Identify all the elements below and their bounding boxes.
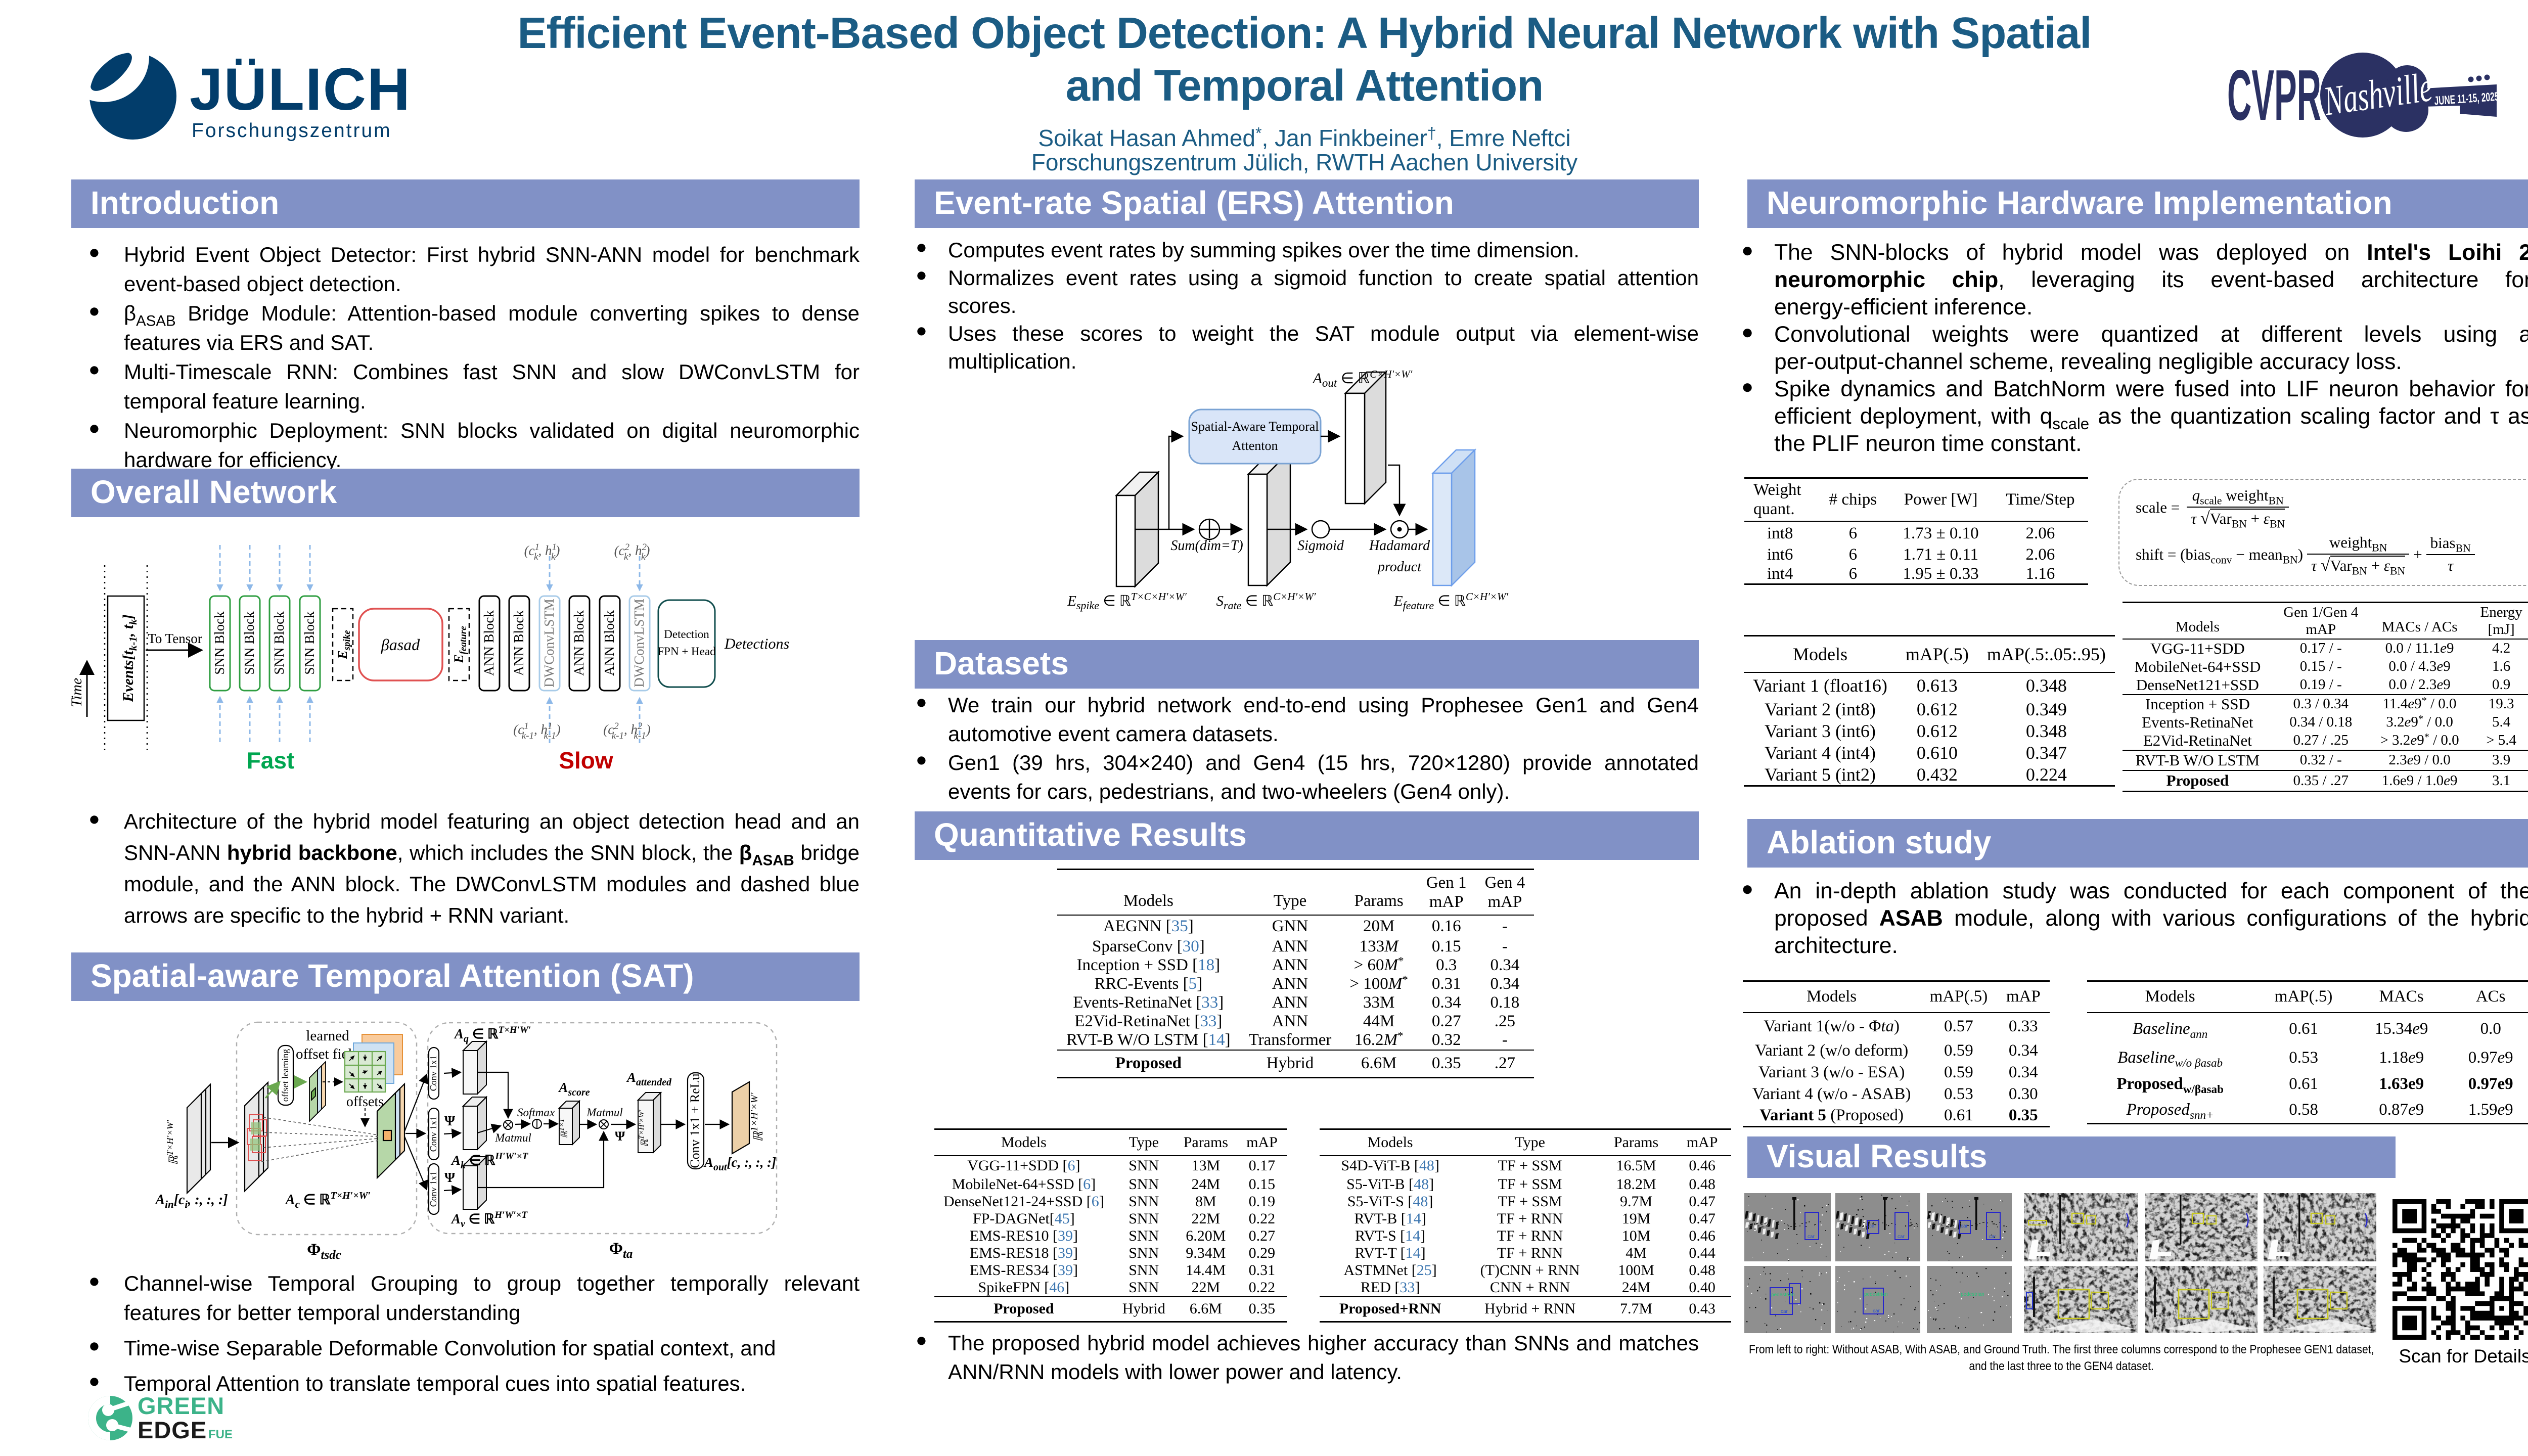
svg-text:Conv 1x1: Conv 1x1: [428, 1171, 438, 1207]
svg-text:βasad: βasad: [381, 635, 420, 654]
svg-text:Φtsdc: Φtsdc: [307, 1241, 341, 1262]
svg-text:ANN Block: ANN Block: [602, 610, 617, 676]
svg-text:car: car: [1961, 1223, 1968, 1229]
svg-text:FUE: FUE: [208, 1428, 233, 1441]
svg-text:ANN Block: ANN Block: [511, 610, 526, 676]
svg-text:Matmul: Matmul: [494, 1131, 531, 1144]
svg-text:Ψ: Ψ: [615, 1129, 625, 1144]
svg-text:Conv 1x1: Conv 1x1: [428, 1116, 438, 1152]
svg-text:Ak ∈ ℝH′W′×T: Ak ∈ ℝH′W′×T: [450, 1151, 529, 1171]
svg-text:Aout[c, :, :, :]: Aout[c, :, :, :]: [703, 1155, 776, 1173]
svg-text:car: car: [1989, 1234, 1997, 1240]
svg-text:car: car: [1869, 1223, 1877, 1229]
svg-text:CVPR: CVPR: [2227, 55, 2321, 135]
svg-text:Ψ: Ψ: [444, 1170, 455, 1185]
svg-text:Softmax: Softmax: [517, 1106, 555, 1119]
svg-text:Conv 1x1 + ReLu: Conv 1x1 + ReLu: [688, 1073, 702, 1168]
svg-text:Fast: Fast: [247, 747, 295, 774]
svg-text:Aout ∈ ℝC×H′×W′: Aout ∈ ℝC×H′×W′: [1312, 369, 1413, 389]
svg-text:EDGE: EDGE: [138, 1417, 207, 1443]
svg-text:Forschungszentrum: Forschungszentrum: [192, 120, 392, 142]
svg-text:product: product: [1377, 559, 1422, 575]
svg-text:Events[tk-1, tk]: Events[tk-1, tk]: [120, 614, 139, 703]
svg-text:DWConvLSTM: DWConvLSTM: [541, 599, 557, 688]
svg-text:Ain[ci, :, :, :]: Ain[ci, :, :, :]: [154, 1192, 228, 1210]
svg-text:learned: learned: [306, 1028, 349, 1044]
svg-text:To Tensor: To Tensor: [148, 631, 202, 646]
svg-text:Av ∈ ℝH′W′×T: Av ∈ ℝH′W′×T: [450, 1210, 528, 1230]
svg-text:Hadamard: Hadamard: [1369, 538, 1430, 554]
svg-text:Φta: Φta: [609, 1240, 633, 1261]
svg-text:offsets: offsets: [346, 1094, 384, 1110]
svg-text:ℝT×H′×W′: ℝT×H′×W′: [165, 1119, 180, 1165]
svg-text:(c2k, h2k): (c2 k, h2 k): [614, 542, 650, 562]
svg-text:Sigmoid: Sigmoid: [1297, 538, 1344, 554]
svg-text:ANN Block: ANN Block: [571, 610, 586, 676]
svg-text:ℝ1×H′×W′: ℝ1×H′×W′: [749, 1093, 765, 1142]
svg-text:Matmul: Matmul: [586, 1106, 623, 1119]
svg-text:offset learning: offset learning: [280, 1049, 290, 1102]
svg-text:Ψ: Ψ: [444, 1113, 455, 1128]
svg-text:Aq ∈ ℝT×H′W′: Aq ∈ ℝT×H′W′: [454, 1025, 531, 1044]
svg-text:Conv 1x1: Conv 1x1: [428, 1056, 438, 1091]
svg-text:car: car: [1808, 1234, 1815, 1240]
svg-text:DWConvLSTM: DWConvLSTM: [631, 599, 647, 688]
svg-text:(c2k-1, h2k-1): (c2 k-1, h2 k-1): [603, 721, 651, 741]
svg-text:JÜLICH: JÜLICH: [190, 56, 411, 123]
svg-text:Efeature ∈ ℝC×H′×W′: Efeature ∈ ℝC×H′×W′: [1393, 590, 1509, 612]
svg-text:pedestrian: pedestrian: [1771, 1292, 1795, 1298]
svg-text:Ascore: Ascore: [558, 1080, 590, 1098]
svg-text:car: car: [1781, 1309, 1788, 1314]
svg-text:(c1k-1, h1k-1): (c1 k-1, h1 k-1): [513, 721, 561, 741]
svg-text:Detection: Detection: [664, 628, 709, 641]
svg-text:car: car: [1898, 1234, 1905, 1240]
svg-text:Detections: Detections: [724, 635, 789, 652]
svg-text:Espike ∈ ℝT×C×H′×W′: Espike ∈ ℝT×C×H′×W′: [1067, 590, 1187, 612]
svg-text:pedestrian: pedestrian: [1864, 1292, 1888, 1297]
svg-text:SNN Block: SNN Block: [212, 611, 227, 675]
svg-text:Attenton: Attenton: [1232, 438, 1278, 453]
svg-text:Time: Time: [71, 678, 85, 707]
svg-text:SNN Block: SNN Block: [302, 611, 317, 675]
svg-text:SNN Block: SNN Block: [242, 611, 257, 675]
svg-text:Aattended: Aattended: [626, 1070, 672, 1088]
svg-text:pedestrian: pedestrian: [1961, 1292, 1984, 1297]
svg-text:Slow: Slow: [559, 747, 613, 774]
svg-text:Srate ∈ ℝC×H′×W′: Srate ∈ ℝC×H′×W′: [1216, 590, 1316, 612]
svg-text:Spatial-Aware Temporal: Spatial-Aware Temporal: [1191, 419, 1319, 434]
svg-text:Sum(dim=T): Sum(dim=T): [1170, 538, 1243, 554]
svg-text:(c1k, h1k): (c1 k, h1 k): [524, 542, 560, 562]
svg-text:car: car: [1873, 1308, 1880, 1314]
svg-text:ANN Block: ANN Block: [481, 610, 496, 676]
svg-text:FPN + Head: FPN + Head: [657, 645, 716, 658]
svg-text:SNN Block: SNN Block: [272, 611, 287, 675]
svg-text:GREEN: GREEN: [138, 1392, 224, 1419]
svg-text:Ac ∈ ℝT×H′×W′: Ac ∈ ℝT×H′×W′: [285, 1190, 371, 1210]
